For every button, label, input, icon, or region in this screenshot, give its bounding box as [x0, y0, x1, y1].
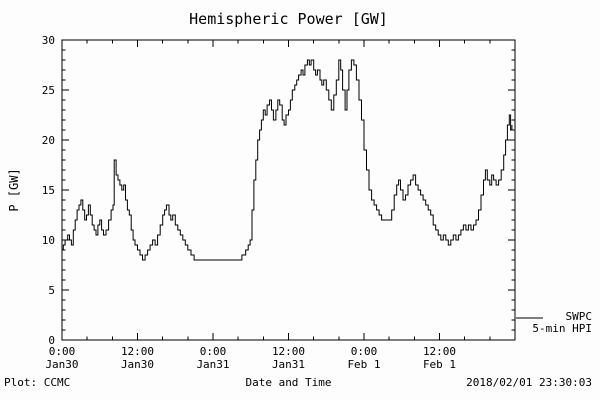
data-line — [62, 59, 513, 261]
y-tick-label: 15 — [42, 184, 55, 197]
y-tick-label: 25 — [42, 84, 55, 97]
timestamp-text: 2018/02/01 23:30:03 — [466, 376, 592, 389]
plot-border — [61, 39, 516, 341]
x-tick-time-label: 12:00 — [272, 345, 305, 358]
x-tick-date-label: Jan30 — [45, 358, 78, 371]
x-tick-date-label: Jan30 — [121, 358, 154, 371]
y-tick-label: 20 — [42, 134, 55, 147]
plot-source-text: Plot: CCMC — [4, 376, 71, 389]
x-tick-time-label: 12:00 — [423, 345, 456, 358]
x-tick-time-label: 0:00 — [49, 345, 76, 358]
legend-series-name: SWPC — [565, 310, 593, 323]
x-tick-time-label: 0:00 — [200, 345, 227, 358]
y-tick-label: 5 — [48, 284, 55, 297]
x-tick-date-label: Feb 1 — [423, 358, 456, 371]
x-tick-time-label: 0:00 — [351, 345, 378, 358]
x-tick-date-label: Feb 1 — [347, 358, 380, 371]
x-tick-date-label: Jan31 — [272, 358, 305, 371]
x-axis-label: Date and Time — [245, 376, 332, 389]
x-tick-date-label: Jan31 — [196, 358, 229, 371]
chart-title: Hemispheric Power [GW] — [189, 10, 388, 28]
y-tick-label: 0 — [48, 334, 55, 347]
legend-series-desc: 5-min HPI — [532, 322, 592, 335]
x-tick-time-label: 12:00 — [121, 345, 154, 358]
y-tick-label: 30 — [42, 34, 55, 47]
y-tick-label: 10 — [42, 234, 55, 247]
